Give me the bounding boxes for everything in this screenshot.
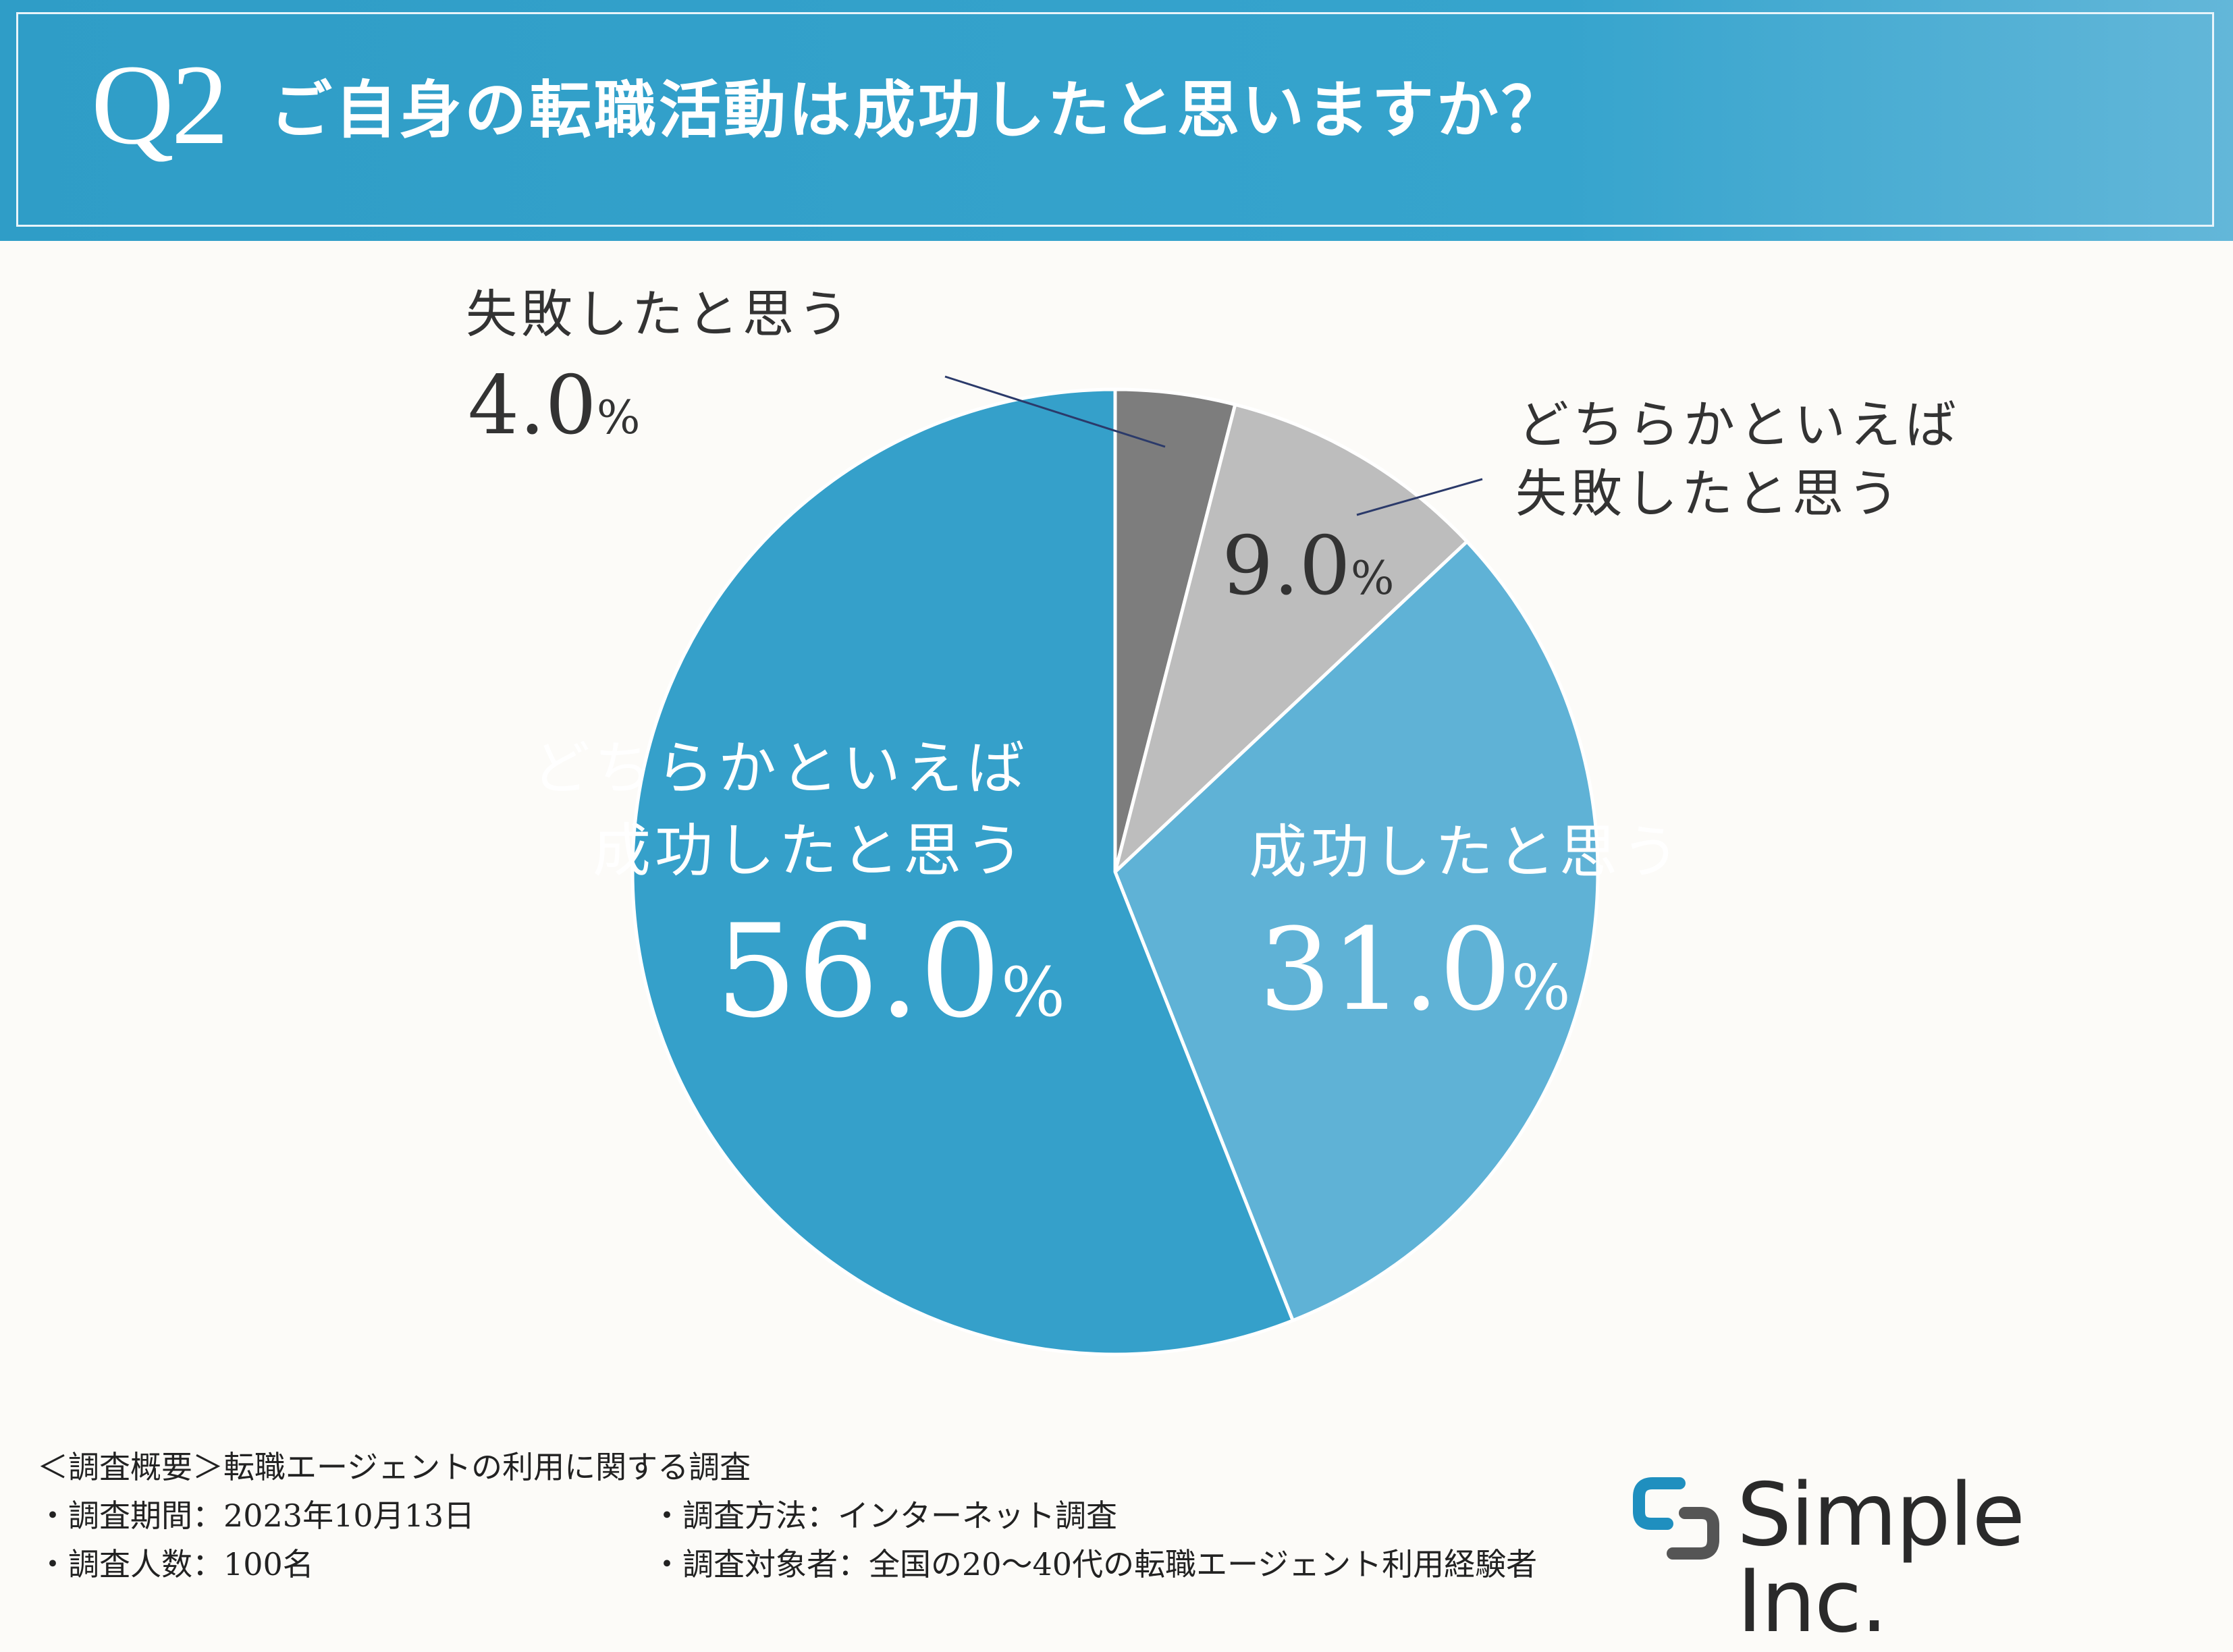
survey-col2: ・調査方法：インターネット調査 ・調査対象者：全国の20〜40代の転職エージェン… [651,1491,1537,1589]
survey-footer: ＜調査概要＞転職エージェントの利用に関する調査 ・調査期間：2023年10月13… [37,1443,1537,1589]
label-somewhat-success-line2: 成功したと思う [593,817,1027,885]
leader-line-somewhat-fail [1356,478,1483,516]
label-success: 成功したと思う [1249,819,1684,886]
leader-lines [944,375,1483,516]
label-somewhat-fail-line1: どちらかといえば [1517,395,1960,455]
label-fail: 失敗したと思う [466,284,853,344]
question-title: ご自身の転職活動は成功したと思いますか？ [270,74,1567,146]
value-success-unit: % [1511,952,1570,1024]
slice-somewhat-fail [1112,402,1470,877]
header-frame [16,12,2214,227]
slice-success [1113,539,1600,1323]
value-fail: 4.0% [468,359,640,453]
value-somewhat-success-number: 56.0 [716,897,1001,1046]
pie-slices [630,387,1600,1356]
label-somewhat-success-line1: どちらかといえば [532,735,1029,802]
logo-text: Simple Inc. [1737,1465,2025,1652]
question-number: Q2 [91,41,229,168]
label-somewhat-fail-line2: 失敗したと思う [1515,464,1903,524]
value-somewhat-fail-unit: % [1351,552,1395,605]
slice-somewhat-success [630,387,1295,1356]
company-logo: Simple Inc. [1632,1471,2192,1645]
survey-count: ・調査人数：100名 [37,1546,314,1582]
survey-period: ・調査期間：2023年10月13日 [37,1497,475,1534]
value-somewhat-success: 56.0% [716,897,1065,1046]
value-somewhat-fail-number: 9.0 [1222,520,1351,613]
value-fail-number: 4.0 [468,359,597,453]
value-somewhat-fail: 9.0% [1222,520,1394,613]
value-fail-unit: % [597,391,641,445]
pie-chart: 失敗したと思う 4.0% どちらかといえば 失敗したと思う 9.0% 成功したと… [466,284,1960,1356]
survey-summary: ＜調査概要＞転職エージェントの利用に関する調査 [37,1449,751,1485]
value-success: 31.0% [1259,904,1570,1036]
survey-method: ・調査方法：インターネット調査 [651,1497,1117,1534]
value-success-number: 31.0 [1259,904,1511,1036]
header-banner: Q2 ご自身の転職活動は成功したと思いますか？ [0,0,2233,241]
survey-target: ・調査対象者：全国の20〜40代の転職エージェント利用経験者 [651,1546,1538,1582]
leader-line-fail [944,375,1166,448]
value-somewhat-success-unit: % [1001,953,1065,1032]
logo-mark-icon [1633,1477,1719,1560]
